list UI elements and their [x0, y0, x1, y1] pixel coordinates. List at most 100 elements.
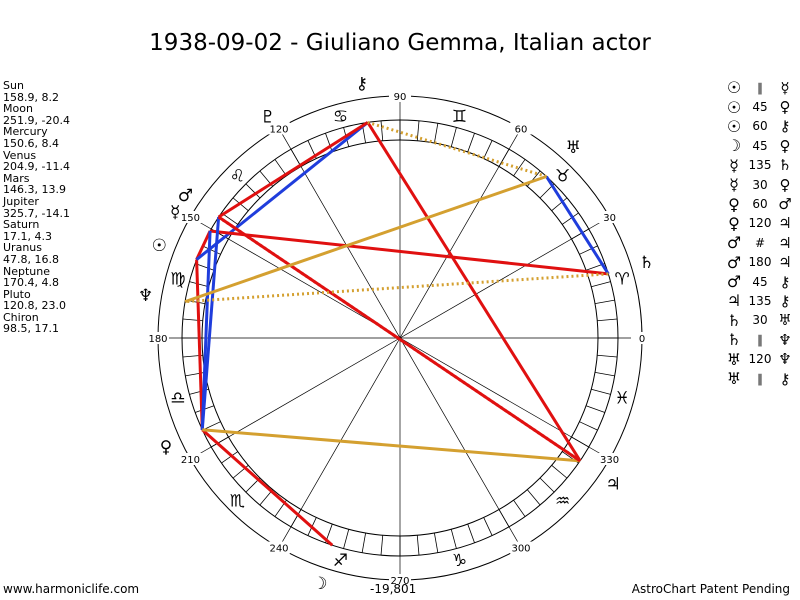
degree-tick — [579, 245, 598, 255]
degree-label-bg — [268, 541, 290, 554]
planet-name-neptune: Neptune — [3, 264, 51, 278]
degree-tick — [467, 523, 475, 543]
degree-tick — [274, 159, 287, 177]
degree-label-bg — [147, 332, 169, 344]
aspect-row: ♃ 135 ⚷ — [722, 291, 798, 310]
aspect-list: ☉ ∥ ☿ ☉ 45 ♀ ☉ 60 ⚷ ☽ 45 ♀ ☿ 135 ♄ ☿ 30 ♀ ♀ 60 ♂ ♀ 120 ♃ ♂ # ♃ ♂ 180… — [722, 78, 798, 388]
aspect-angle: 45 — [752, 100, 768, 115]
degree-tick — [189, 281, 209, 288]
chart-title: 1938-09-02 - Giuliano Gemma, Italian act… — [149, 30, 651, 56]
degree-tick — [561, 212, 579, 225]
planet-position-mercury: 150.6, 8.4 — [3, 136, 59, 150]
zodiac-sign-glyph: ♍ — [170, 269, 185, 289]
degree-tick — [202, 245, 221, 255]
aspect-row: ♅ 120 ♆ — [722, 349, 798, 369]
zodiac-sign-glyph: ♓ — [615, 389, 630, 409]
degree-label: 240 — [269, 544, 288, 555]
degree-tick — [325, 133, 333, 153]
aspect-planet-glyph: ♀ — [779, 98, 791, 117]
aspect-planet-glyph: ⚷ — [779, 272, 791, 291]
degree-label-bg — [598, 211, 621, 223]
aspect-line — [195, 259, 204, 430]
planet-name-pluto: Pluto — [3, 287, 31, 301]
degree-tick — [539, 477, 555, 493]
degree-label: 300 — [511, 544, 530, 555]
degree-label-bg — [389, 574, 411, 586]
website-link[interactable]: www.harmoniclife.com — [3, 582, 140, 596]
aspect-row: ☿ 30 ♀ — [722, 175, 798, 194]
degree-tick — [594, 371, 615, 377]
aspect-line — [200, 216, 221, 430]
planet-glyph-pluto: ♇ — [260, 107, 275, 127]
degree-label-bg — [510, 541, 532, 554]
planet-glyph-mars: ♂ — [178, 186, 193, 206]
planet-position-sun: 158.9, 8.2 — [3, 90, 59, 104]
planet-name-saturn: Saturn — [3, 218, 40, 232]
aspect-angle: # — [754, 235, 766, 250]
planet-name-sun: Sun — [3, 79, 24, 92]
degree-tick — [380, 535, 384, 556]
aspect-planet-glyph: ☿ — [729, 155, 739, 175]
center-value: -19,801 — [370, 582, 417, 596]
zodiac-sign-glyph: ♋ — [333, 107, 348, 127]
aspect-row: ♂ 45 ⚷ — [722, 272, 798, 291]
aspect-angle: 120 — [748, 216, 772, 231]
zodiac-sign-glyph: ♈ — [615, 269, 630, 289]
aspect-planet-glyph: ☉ — [726, 97, 742, 117]
planet-glyph-saturn: ♄ — [639, 253, 654, 273]
degree-tick — [513, 499, 526, 517]
aspect-planet-glyph: ♆ — [778, 350, 792, 369]
aspect-planet-glyph: ♅ — [778, 311, 792, 330]
degree-tick — [597, 318, 618, 322]
zodiac-sign-glyph: ♉ — [555, 166, 570, 186]
degree-tick — [579, 421, 598, 431]
aspect-planet-glyph: ♂ — [726, 233, 742, 253]
planet-name-moon: Moon — [3, 102, 33, 116]
aspect-line — [195, 230, 212, 261]
aspect-row: ☉ 60 ⚷ — [722, 117, 798, 136]
planet-name-uranus: Uranus — [3, 241, 42, 255]
aspect-planet-glyph: ♂ — [778, 195, 792, 214]
degree-tick — [551, 464, 568, 479]
aspect-planet-glyph: ♄ — [726, 310, 742, 330]
aspect-line — [545, 175, 610, 275]
aspect-angle: 30 — [752, 313, 768, 328]
degree-tick — [591, 281, 611, 288]
planet-name-venus: Venus — [3, 148, 37, 162]
aspect-planet-glyph: ♀ — [728, 213, 740, 233]
aspect-angle: 60 — [752, 119, 768, 134]
degree-label: 90 — [394, 92, 407, 103]
aspect-planet-glyph: ⚷ — [779, 291, 791, 310]
zodiac-sign-glyph: ♎ — [170, 389, 185, 409]
planet-name-chiron: Chiron — [3, 310, 39, 324]
aspect-angle: 180 — [748, 255, 772, 270]
aspect-row: ♄ ∥ ♆ — [722, 330, 798, 349]
degree-label-bg — [268, 122, 290, 135]
aspect-line — [209, 229, 609, 276]
degree-tick — [597, 354, 618, 358]
aspect-planet-glyph: ☉ — [726, 116, 742, 136]
degree-tick — [551, 197, 568, 212]
aspect-planet-glyph: ♃ — [726, 291, 742, 311]
aspect-angle: 45 — [752, 274, 768, 289]
aspect-line — [217, 215, 581, 463]
degree-tick — [483, 140, 493, 159]
degree-label: 210 — [181, 455, 200, 466]
aspect-row: ♂ # ♃ — [722, 233, 798, 252]
aspect-angle: ∥ — [757, 332, 763, 347]
degree-tick — [594, 299, 615, 305]
degree-tick — [433, 123, 439, 144]
degree-tick — [433, 532, 439, 553]
planet-position-pluto: 120.8, 23.0 — [3, 299, 66, 313]
aspect-planet-glyph: ☿ — [729, 175, 739, 195]
aspect-angle: 45 — [752, 138, 768, 153]
planet-glyph-moon: ☽ — [312, 574, 327, 594]
planet-position-jupiter: 325.7, -14.1 — [3, 206, 70, 220]
aspect-line — [366, 121, 582, 462]
degree-tick — [585, 405, 605, 413]
planet-glyph-venus: ♀ — [160, 438, 172, 458]
aspect-planet-glyph: ☿ — [780, 78, 790, 97]
aspect-planet-glyph: ♅ — [726, 349, 742, 369]
aspect-angle: 60 — [752, 197, 768, 212]
planet-name-mercury: Mercury — [3, 125, 48, 139]
